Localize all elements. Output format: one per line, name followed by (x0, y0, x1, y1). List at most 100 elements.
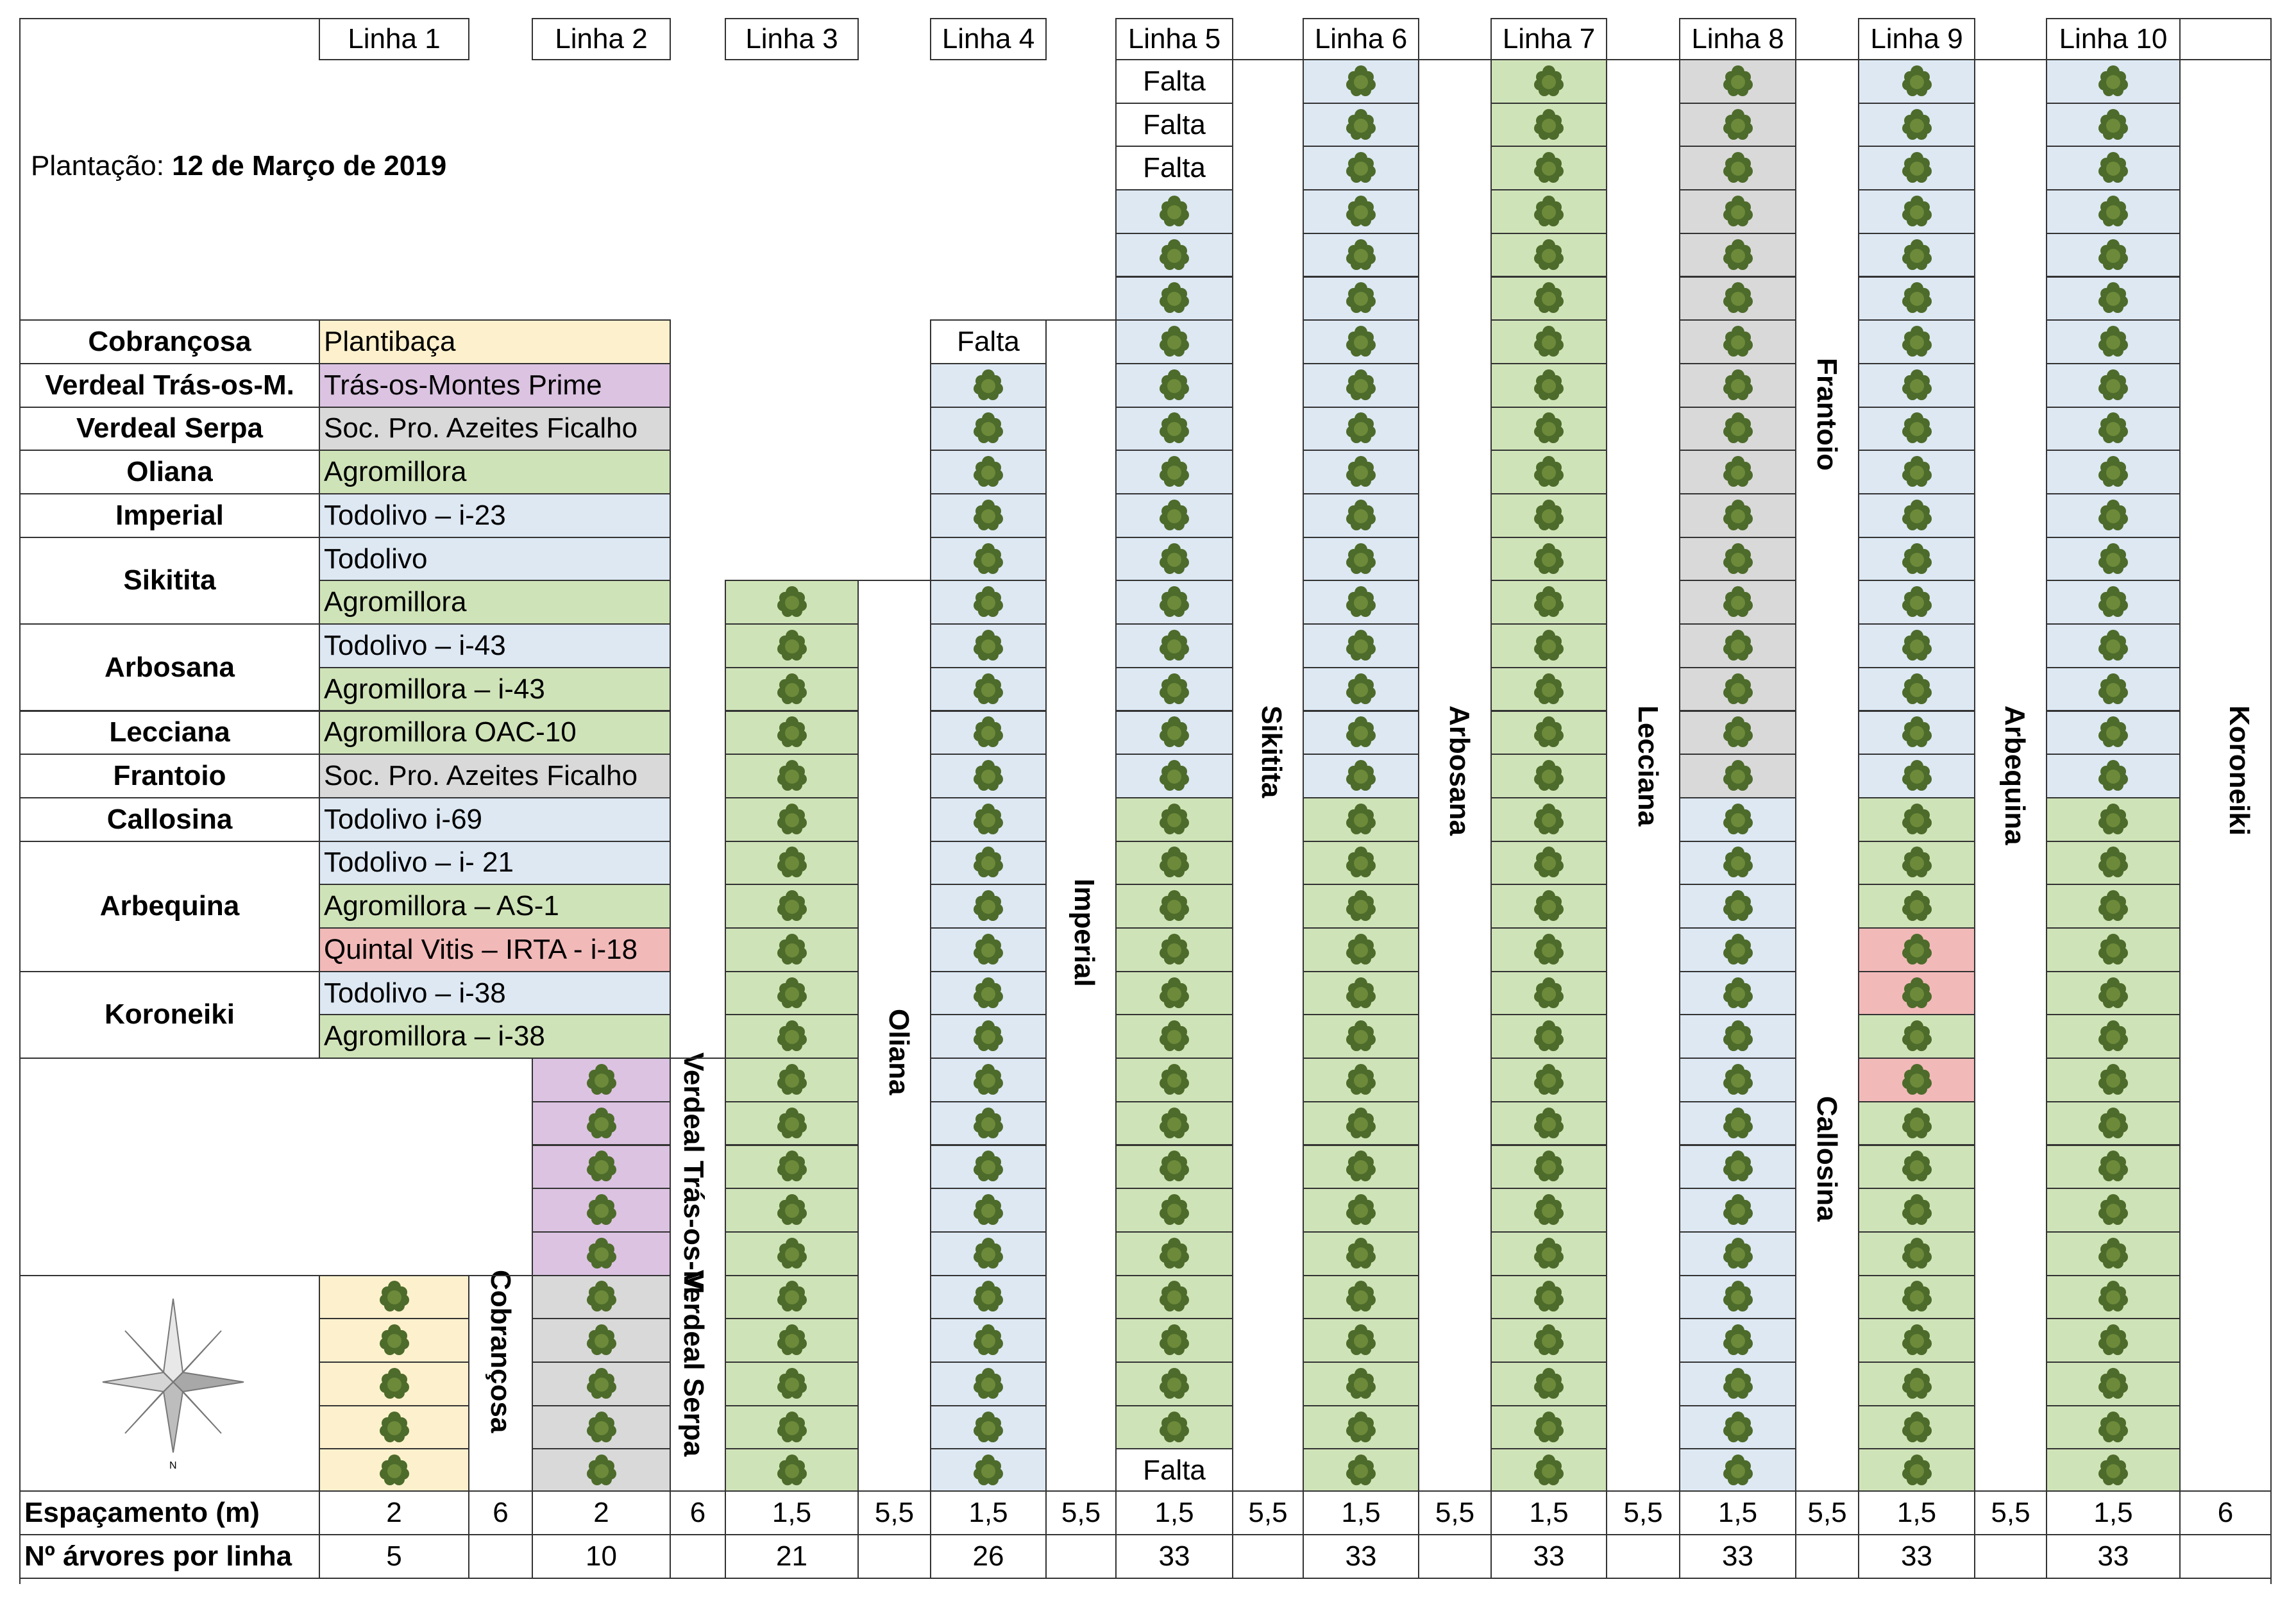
olive-tree-icon (2098, 152, 2128, 183)
tree-cell (725, 1274, 859, 1320)
tree-cell (319, 1448, 469, 1494)
olive-tree-icon (1346, 933, 1376, 965)
tree-cell (1115, 1231, 1233, 1276)
olive-tree-icon (974, 803, 1003, 834)
tree-cell (1858, 189, 1975, 234)
olive-tree-icon (1902, 1063, 1932, 1095)
line-header: Linha 10 (2046, 18, 2181, 60)
tree-cell (1858, 840, 1975, 886)
tree-cell (1115, 666, 1233, 712)
gap-value: 5,5 (1795, 1490, 1859, 1535)
tree-cell (930, 1448, 1047, 1494)
row-variety-label: Verdeal Serpa (678, 1269, 709, 1456)
olive-tree-icon (1346, 847, 1376, 878)
legend-variety-name: Callosina (19, 797, 320, 842)
legend-supplier: Agromillora – AS-1 (319, 884, 671, 929)
olive-tree-icon (1902, 499, 1932, 530)
tree-cell (1679, 884, 1796, 929)
legend-variety-name: Lecciana (19, 710, 320, 755)
tree-cell (1679, 536, 1796, 582)
tree-cell (1858, 580, 1975, 625)
olive-tree-icon (974, 1151, 1003, 1182)
line-header: Linha 5 (1115, 18, 1233, 60)
olive-tree-icon (1902, 847, 1932, 878)
tree-cell (1115, 276, 1233, 321)
olive-tree-icon (1346, 673, 1376, 704)
olive-tree-icon (974, 1020, 1003, 1052)
olive-tree-icon (974, 933, 1003, 965)
olive-tree-icon (1534, 369, 1564, 400)
olive-tree-icon (1723, 716, 1753, 748)
tree-cell (1858, 276, 1975, 321)
olive-tree-icon (2098, 1107, 2128, 1138)
olive-tree-icon (1534, 760, 1564, 791)
tree-count-value: 33 (2046, 1534, 2181, 1579)
olive-tree-icon (1346, 803, 1376, 834)
legend-supplier: Todolivo – i-38 (319, 970, 671, 1016)
tree-cell (1679, 623, 1796, 668)
olive-tree-icon (586, 1063, 616, 1095)
olive-tree-icon (1902, 1020, 1932, 1052)
olive-tree-icon (2098, 1194, 2128, 1226)
olive-tree-icon (1160, 543, 1189, 574)
tree-cell (725, 927, 859, 972)
tree-cell (1490, 580, 1607, 625)
tree-cell (725, 1448, 859, 1494)
tree-cell (1303, 1362, 1419, 1406)
olive-tree-icon (2098, 543, 2128, 574)
olive-tree-icon (1346, 282, 1376, 314)
spacing-label: Espaçamento (m) (19, 1490, 320, 1535)
tree-cell (1679, 1100, 1796, 1146)
tree-cell (1490, 1144, 1607, 1190)
tree-cell (1858, 666, 1975, 712)
tree-cell (2046, 970, 2181, 1016)
legend-variety-name: Verdeal Serpa (19, 406, 320, 451)
tree-cell (1303, 1144, 1419, 1190)
tree-cell (2046, 276, 2181, 321)
olive-tree-icon (777, 1020, 807, 1052)
olive-tree-icon (1160, 1063, 1189, 1095)
tree-cell (725, 1188, 859, 1233)
tree-cell (930, 1231, 1047, 1276)
tree-cell (1490, 1362, 1607, 1406)
olive-tree-icon (1723, 152, 1753, 183)
tree-cell (2046, 927, 2181, 972)
tree-cell (1490, 754, 1607, 798)
gap-value: 5,5 (1232, 1490, 1304, 1535)
olive-tree-icon (1534, 890, 1564, 922)
olive-tree-icon (974, 847, 1003, 878)
olive-tree-icon (1160, 499, 1189, 530)
olive-tree-icon (1534, 152, 1564, 183)
tree-cell (2046, 754, 2181, 798)
tree-cell (1490, 927, 1607, 972)
tree-count-value: 33 (1303, 1534, 1419, 1579)
tree-cell (1679, 797, 1796, 842)
row-variety-label: Oliana (883, 1009, 915, 1095)
tree-cell (1303, 797, 1419, 842)
tree-cell (1679, 1144, 1796, 1190)
tree-cell (930, 710, 1047, 755)
tree-cell (1490, 1404, 1607, 1450)
tree-cell (1858, 1318, 1975, 1363)
tree-cell (1490, 1318, 1607, 1363)
tree-cell (1115, 493, 1233, 538)
olive-tree-icon (2098, 586, 2128, 618)
olive-tree-icon (1902, 673, 1932, 704)
north-label: N (169, 1460, 177, 1471)
olive-tree-icon (974, 629, 1003, 661)
row-variety-label: Imperial (1068, 879, 1100, 988)
tree-cell (1303, 1058, 1419, 1102)
olive-tree-icon (1534, 1324, 1564, 1356)
tree-cell (930, 1100, 1047, 1146)
tree-cell (725, 1404, 859, 1450)
tree-cell (1490, 1231, 1607, 1276)
olive-tree-icon (2098, 716, 2128, 748)
olive-tree-icon (974, 412, 1003, 444)
gap-value: 6 (468, 1490, 533, 1535)
tree-cell (725, 884, 859, 929)
olive-tree-icon (1346, 152, 1376, 183)
tree-cell (1303, 59, 1419, 104)
olive-tree-icon (1902, 586, 1932, 618)
tree-cell (1490, 1448, 1607, 1494)
label-col-top (1606, 59, 1679, 60)
